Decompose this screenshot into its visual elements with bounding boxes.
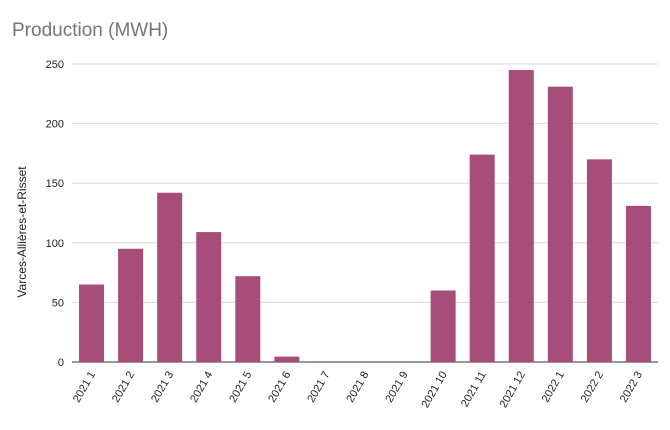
bar bbox=[274, 356, 300, 362]
x-tick-label: 2021 6 bbox=[266, 370, 293, 405]
y-axis-ticks: 0 50 100 150 200 250 bbox=[46, 59, 64, 369]
bar bbox=[79, 284, 105, 362]
x-tick-label: 2021 9 bbox=[383, 370, 410, 405]
y-tick-label: 50 bbox=[52, 297, 64, 309]
bar bbox=[235, 276, 261, 362]
x-tick-label: 2021 5 bbox=[227, 370, 254, 405]
bar bbox=[469, 154, 495, 362]
chart-title: Production (MWH) bbox=[12, 20, 169, 41]
bar bbox=[196, 232, 222, 362]
bar bbox=[547, 86, 573, 362]
y-tick-label: 200 bbox=[46, 119, 64, 131]
x-tick-label: 2021 4 bbox=[188, 370, 215, 405]
x-axis-ticks: 2021 1 2021 2 2021 3 2021 4 2021 5 2021 6 2021… bbox=[71, 370, 645, 410]
x-tick-label: 2021 7 bbox=[305, 370, 332, 405]
x-tick-label: 2021 2 bbox=[110, 370, 137, 405]
bar bbox=[625, 205, 651, 362]
bar bbox=[586, 159, 612, 362]
x-tick-label: 2021 12 bbox=[498, 370, 528, 410]
bar bbox=[508, 69, 534, 363]
x-tick-label: 2022 1 bbox=[540, 370, 567, 405]
x-tick-label: 2022 2 bbox=[579, 370, 606, 405]
x-tick-label: 2021 1 bbox=[71, 370, 98, 405]
y-tick-label: 0 bbox=[58, 357, 64, 369]
bars bbox=[79, 69, 651, 363]
y-tick-label: 150 bbox=[46, 178, 64, 190]
y-axis-label: Varces-Allières-et-Risset bbox=[15, 166, 29, 298]
x-tick-label: 2021 8 bbox=[344, 370, 371, 405]
y-tick-label: 250 bbox=[46, 59, 64, 71]
x-tick-label: 2022 3 bbox=[618, 370, 645, 405]
y-tick-label: 100 bbox=[46, 238, 64, 250]
bar bbox=[118, 248, 144, 362]
x-tick-label: 2021 11 bbox=[459, 370, 489, 410]
bar bbox=[430, 290, 456, 362]
x-tick-label: 2021 10 bbox=[419, 370, 449, 410]
bar bbox=[157, 192, 183, 362]
x-tick-label: 2021 3 bbox=[149, 370, 176, 405]
